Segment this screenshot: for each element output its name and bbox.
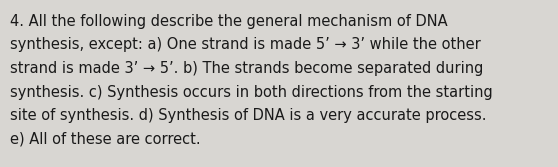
Text: 4. All the following describe the general mechanism of DNA: 4. All the following describe the genera… — [10, 14, 448, 29]
Text: e) All of these are correct.: e) All of these are correct. — [10, 131, 201, 146]
Text: synthesis. c) Synthesis occurs in both directions from the starting: synthesis. c) Synthesis occurs in both d… — [10, 85, 493, 100]
Text: site of synthesis. d) Synthesis of DNA is a very accurate process.: site of synthesis. d) Synthesis of DNA i… — [10, 108, 487, 123]
Text: strand is made 3’ → 5’. b) The strands become separated during: strand is made 3’ → 5’. b) The strands b… — [10, 61, 483, 76]
Text: synthesis, except: a) One strand is made 5’ → 3’ while the other: synthesis, except: a) One strand is made… — [10, 38, 481, 52]
